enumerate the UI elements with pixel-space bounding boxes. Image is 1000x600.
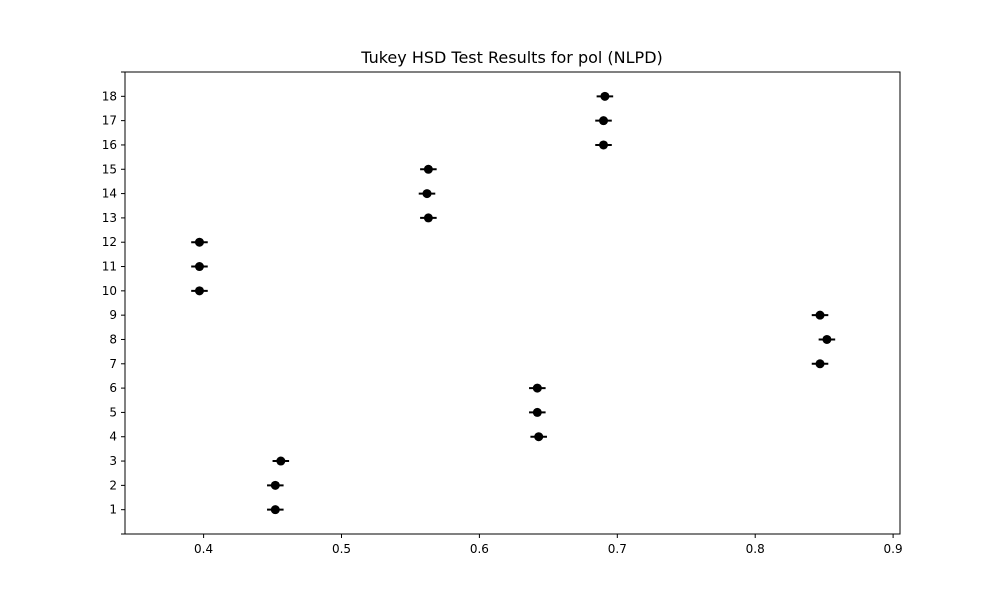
y-tick-label: 10 xyxy=(102,284,117,298)
y-tick-label: 13 xyxy=(102,211,117,225)
y-tick-label: 2 xyxy=(109,478,117,492)
y-tick-label: 12 xyxy=(102,235,117,249)
y-tick-label: 9 xyxy=(109,308,117,322)
point-group-6 xyxy=(532,383,542,393)
plot-frame xyxy=(124,71,901,535)
y-tick-label: 6 xyxy=(109,381,117,395)
y-tick-label: 3 xyxy=(109,454,117,468)
point-group-12 xyxy=(194,237,204,247)
chart-title: Tukey HSD Test Results for pol (NLPD) xyxy=(360,48,663,67)
point-group-16 xyxy=(599,140,609,150)
x-tick-label: 0.9 xyxy=(884,542,903,556)
y-tick-label: 16 xyxy=(102,138,117,152)
point-group-4 xyxy=(534,432,544,442)
point-group-5 xyxy=(532,407,542,417)
point-group-17 xyxy=(599,116,609,126)
x-tick-label: 0.5 xyxy=(332,542,351,556)
point-group-14 xyxy=(422,189,432,199)
point-group-1 xyxy=(270,505,280,515)
x-axis: 0.4 0.5 0.6 0.7 0.8 0.9 xyxy=(194,534,903,556)
y-tick-label: 4 xyxy=(109,430,117,444)
x-tick-label: 0.7 xyxy=(608,542,627,556)
point-group-3 xyxy=(276,456,286,466)
point-group-15 xyxy=(423,164,433,174)
point-group-13 xyxy=(423,213,433,223)
data-marks xyxy=(191,91,836,515)
x-tick-label: 0.8 xyxy=(746,542,765,556)
point-group-9 xyxy=(815,310,825,320)
point-group-7 xyxy=(815,359,825,369)
y-tick-label: 1 xyxy=(109,503,117,517)
y-tick-label: 17 xyxy=(102,114,117,128)
point-group-2 xyxy=(270,480,280,490)
x-tick-label: 0.6 xyxy=(470,542,489,556)
y-tick-label: 7 xyxy=(109,357,117,371)
y-tick-label: 15 xyxy=(102,162,117,176)
y-tick-label: 18 xyxy=(102,89,117,103)
point-group-18 xyxy=(600,91,610,101)
x-tick-label: 0.4 xyxy=(194,542,213,556)
y-tick-label: 11 xyxy=(102,260,117,274)
point-group-11 xyxy=(194,262,204,272)
point-group-8 xyxy=(822,334,832,344)
y-tick-label: 8 xyxy=(109,332,117,346)
point-group-10 xyxy=(194,286,204,296)
y-tick-label: 5 xyxy=(109,405,117,419)
y-tick-label: 14 xyxy=(102,187,117,201)
